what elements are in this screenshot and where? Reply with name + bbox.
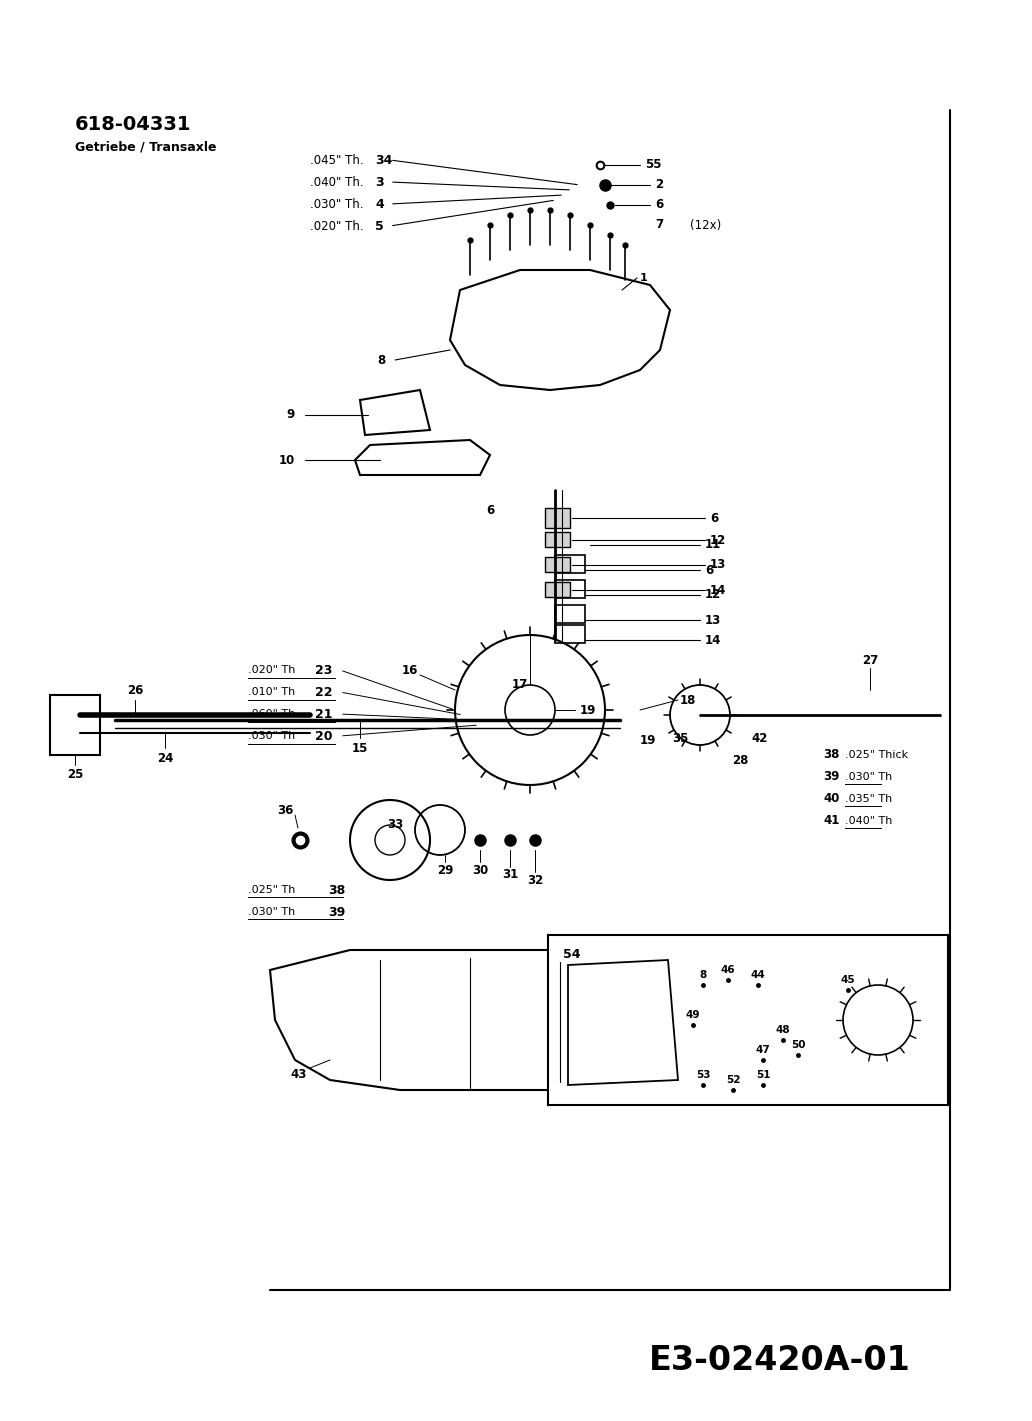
Text: .035" Th: .035" Th xyxy=(845,794,893,804)
Text: 28: 28 xyxy=(732,753,748,766)
Bar xyxy=(545,583,570,597)
Text: .060" Th: .060" Th xyxy=(248,709,295,719)
Text: 36: 36 xyxy=(277,803,293,817)
Text: 22: 22 xyxy=(315,685,332,699)
Text: 34: 34 xyxy=(375,153,392,166)
Text: 23: 23 xyxy=(315,664,332,676)
Text: 47: 47 xyxy=(755,1044,770,1054)
Text: 29: 29 xyxy=(437,864,453,877)
Text: .020" Th: .020" Th xyxy=(248,665,295,675)
Text: 24: 24 xyxy=(157,752,173,764)
Text: 1: 1 xyxy=(640,273,648,283)
Text: 13: 13 xyxy=(710,558,727,571)
Text: 12: 12 xyxy=(705,588,721,601)
Text: (12x): (12x) xyxy=(690,219,721,232)
Text: 20: 20 xyxy=(315,729,332,743)
Text: 25: 25 xyxy=(67,769,84,782)
Text: 10: 10 xyxy=(279,453,295,466)
Text: 31: 31 xyxy=(502,868,518,881)
Text: 49: 49 xyxy=(685,1010,701,1020)
Text: E3-02420A-01: E3-02420A-01 xyxy=(649,1343,911,1377)
Text: 45: 45 xyxy=(841,975,856,985)
Text: 27: 27 xyxy=(862,654,878,666)
Text: 55: 55 xyxy=(645,159,662,172)
Text: 21: 21 xyxy=(315,708,332,720)
Text: 26: 26 xyxy=(127,684,143,696)
Text: 19: 19 xyxy=(580,703,596,716)
Text: 6: 6 xyxy=(710,512,718,524)
Text: 50: 50 xyxy=(791,1040,805,1050)
Text: 51: 51 xyxy=(755,1070,770,1080)
Text: 38: 38 xyxy=(824,749,840,762)
Text: 48: 48 xyxy=(776,1025,791,1034)
Bar xyxy=(555,580,585,598)
Text: 6: 6 xyxy=(655,199,664,212)
Text: .030" Th: .030" Th xyxy=(845,772,893,782)
Text: 11: 11 xyxy=(705,539,721,551)
Text: 14: 14 xyxy=(710,584,727,597)
Text: 8: 8 xyxy=(700,971,707,980)
Text: 6: 6 xyxy=(705,564,713,577)
Bar xyxy=(555,625,585,642)
Text: 5: 5 xyxy=(375,219,384,233)
Text: .045" Th.: .045" Th. xyxy=(310,153,363,166)
Bar xyxy=(545,557,570,573)
Text: 3: 3 xyxy=(375,176,384,189)
Bar xyxy=(545,507,570,529)
Text: .030" Th.: .030" Th. xyxy=(310,198,363,210)
Text: 38: 38 xyxy=(328,884,346,897)
Text: 2: 2 xyxy=(655,179,664,192)
Text: .025" Thick: .025" Thick xyxy=(845,750,908,760)
Text: .040" Th: .040" Th xyxy=(845,816,893,826)
Text: 33: 33 xyxy=(387,818,404,831)
Text: 46: 46 xyxy=(720,965,736,975)
Text: 9: 9 xyxy=(287,408,295,422)
Text: 54: 54 xyxy=(563,948,580,962)
Text: 44: 44 xyxy=(750,971,766,980)
Text: .030" Th: .030" Th xyxy=(248,907,295,917)
Text: 7: 7 xyxy=(655,219,664,232)
Text: .025" Th: .025" Th xyxy=(248,885,295,895)
Text: 618-04331: 618-04331 xyxy=(75,115,192,134)
Text: Getriebe / Transaxle: Getriebe / Transaxle xyxy=(75,141,217,153)
Text: .010" Th: .010" Th xyxy=(248,686,295,696)
Text: 42: 42 xyxy=(752,732,768,745)
Text: 17: 17 xyxy=(512,678,528,692)
Text: 18: 18 xyxy=(680,693,697,706)
Text: 16: 16 xyxy=(401,664,418,676)
Bar xyxy=(545,531,570,547)
Text: .030" Th: .030" Th xyxy=(248,730,295,740)
Text: .020" Th.: .020" Th. xyxy=(310,219,363,233)
Text: 39: 39 xyxy=(328,905,346,918)
Text: 39: 39 xyxy=(824,770,840,783)
Text: 15: 15 xyxy=(352,742,368,755)
Text: 8: 8 xyxy=(377,354,385,367)
Text: 52: 52 xyxy=(725,1076,740,1086)
Text: 19: 19 xyxy=(640,733,656,746)
Text: 43: 43 xyxy=(290,1069,307,1081)
Text: 6: 6 xyxy=(486,503,494,516)
Bar xyxy=(555,556,585,573)
Bar xyxy=(555,605,585,622)
Text: .040" Th.: .040" Th. xyxy=(310,176,363,189)
Text: 35: 35 xyxy=(672,732,688,745)
Text: 40: 40 xyxy=(824,793,840,806)
Text: 53: 53 xyxy=(696,1070,710,1080)
Text: 41: 41 xyxy=(824,814,840,827)
Text: 13: 13 xyxy=(705,614,721,627)
Text: 30: 30 xyxy=(472,864,488,877)
Bar xyxy=(548,935,948,1106)
Text: 32: 32 xyxy=(527,874,543,887)
Text: 4: 4 xyxy=(375,198,384,210)
Text: 12: 12 xyxy=(710,533,727,547)
Text: 14: 14 xyxy=(705,634,721,647)
